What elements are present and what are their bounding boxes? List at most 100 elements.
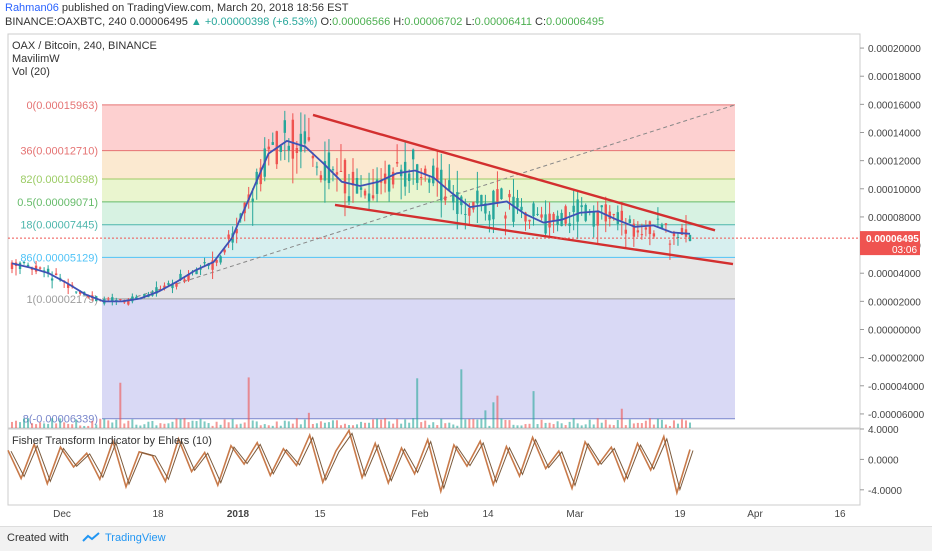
volume-bar (127, 420, 130, 428)
volume-bar (432, 422, 435, 428)
author-name[interactable]: Rahman06 (5, 2, 59, 14)
volume-bar (111, 422, 114, 428)
volume-bar (115, 419, 118, 428)
candle-body (387, 164, 391, 192)
volume-bar (335, 420, 338, 428)
volume-bar (636, 422, 639, 428)
low-value: 0.00006411 (474, 16, 532, 28)
candle-body (411, 149, 415, 160)
volume-bar (183, 418, 186, 428)
volume-bar (412, 418, 415, 428)
candle-body (516, 198, 519, 208)
change-arrow: ▲ (190, 16, 202, 28)
volume-bar (644, 420, 647, 428)
candle-body (195, 269, 198, 275)
volume-bar (27, 418, 30, 428)
volume-bar (251, 420, 254, 428)
volume-bar (227, 422, 230, 428)
volume-bar (504, 419, 507, 428)
tradingview-brand[interactable]: TradingView (105, 532, 166, 544)
candle-body (87, 295, 90, 298)
volume-bar (608, 424, 611, 428)
candle-body (291, 119, 295, 159)
candle-body (660, 224, 664, 229)
candle-body (283, 120, 287, 133)
candle-body (572, 205, 575, 213)
candle-body (676, 236, 680, 238)
x-tick-label: Dec (53, 509, 71, 520)
volume-bar (680, 419, 683, 428)
volume-bar (500, 418, 503, 428)
volume-bar (179, 418, 182, 428)
open-label: O: (320, 16, 333, 28)
volume-bar (524, 424, 527, 428)
y-tick-label: 0.00000000 (868, 326, 921, 337)
candle-body (279, 145, 282, 152)
candle-body (315, 166, 319, 168)
volume-bar (327, 422, 330, 428)
upper-trendline (312, 113, 716, 232)
volume-bar (239, 423, 242, 428)
volume-bar (135, 424, 138, 428)
candle-body (444, 196, 447, 201)
volume-bar (496, 395, 499, 428)
volume-bar (143, 424, 146, 428)
candle-body (363, 190, 367, 196)
volume-bar (604, 419, 607, 428)
candle-body (303, 131, 307, 144)
close-label: C: (535, 16, 547, 28)
candle-body (54, 273, 58, 276)
symbol-line: BINANCE:OAXBTC, 240 (5, 16, 127, 28)
volume-bar (147, 421, 150, 428)
volume-bar (323, 422, 326, 428)
volume-bar (364, 422, 367, 428)
candle-body (395, 162, 399, 164)
volume-bar (464, 419, 467, 428)
volume-bar (263, 424, 266, 428)
volume-bar (632, 423, 635, 428)
volume-bar (420, 422, 423, 428)
last-price: 0.00006495 (129, 16, 188, 28)
fib-level-label: 18(0.00007445) (20, 220, 98, 232)
candle-body (171, 285, 174, 289)
candle-body (259, 167, 262, 185)
created-with-text: Created with (7, 532, 69, 544)
volume-bar (428, 424, 431, 428)
volume-bar (255, 421, 258, 428)
y-tick-label: 0.00014000 (868, 129, 921, 140)
volume-bar (243, 422, 246, 428)
candle-body (432, 165, 435, 184)
volume-bar (568, 421, 571, 428)
volume-bar (544, 422, 547, 428)
candle-body (620, 210, 623, 221)
volume-bar (560, 423, 563, 428)
x-tick-label: 15 (314, 509, 326, 520)
y-tick-label: 0.00012000 (868, 157, 921, 168)
volume-bar (295, 418, 298, 428)
volume-bar (668, 425, 671, 428)
volume-bar (572, 418, 575, 428)
volume-bar (275, 421, 278, 428)
volume-bar (23, 418, 26, 428)
osc-tick-label: 0.0000 (868, 455, 899, 466)
candle-body (351, 171, 355, 186)
volume-bar (480, 418, 483, 428)
close-value: 0.00006495 (546, 16, 605, 28)
volume-bar (444, 423, 447, 428)
candle-body (347, 196, 351, 202)
y-tick-label: 0.00008000 (868, 213, 921, 224)
candle-body (464, 213, 467, 215)
fib-level-label: 0.5(0.00009071) (17, 197, 98, 209)
volume-bar (576, 423, 579, 428)
volume-bar (372, 419, 375, 428)
volume-bar (596, 418, 599, 428)
candle-body (632, 223, 636, 237)
candle-body (343, 160, 347, 194)
volume-bar (592, 424, 595, 428)
candle-body (548, 213, 551, 228)
candle-body (500, 188, 503, 200)
volume-bar (279, 425, 282, 428)
fib-zone (102, 150, 735, 179)
volume-bar (540, 419, 543, 428)
